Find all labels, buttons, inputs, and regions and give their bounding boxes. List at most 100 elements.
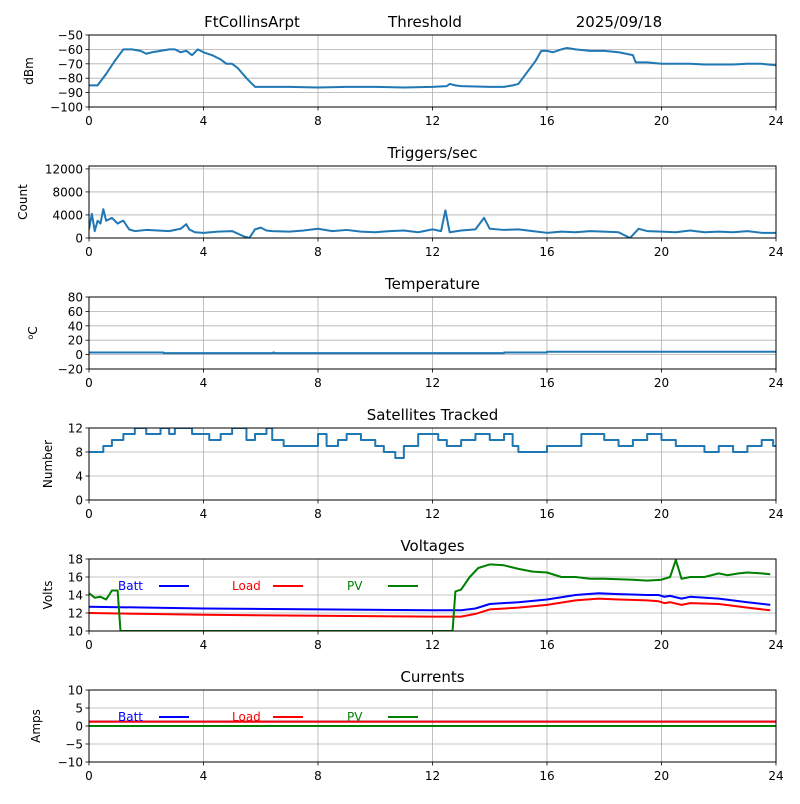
y-tick-label: 20 (68, 334, 83, 348)
y-tick-label: −20 (58, 363, 83, 377)
x-tick-label: 12 (425, 245, 440, 259)
y-tick-label: 4 (75, 470, 83, 484)
legend-label-load: Load (232, 710, 261, 724)
x-tick-label: 0 (85, 769, 93, 783)
chart-title: Temperature (384, 275, 480, 293)
y-tick-label: 16 (68, 571, 83, 585)
y-axis-label: Volts (41, 581, 55, 610)
x-tick-label: 4 (200, 507, 208, 521)
x-tick-label: 16 (539, 638, 554, 652)
header-date: 2025/09/18 (576, 13, 662, 31)
y-axis-label: dBm (22, 57, 36, 85)
axes-frame (88, 165, 777, 239)
y-tick-label: −10 (58, 756, 83, 770)
x-tick-label: 16 (539, 114, 554, 128)
y-tick-label: 12 (68, 422, 83, 436)
x-tick-label: 16 (539, 507, 554, 521)
chart-title: Voltages (400, 537, 464, 555)
series-line-threshold (89, 46, 776, 89)
legend-label-pv: PV (347, 710, 363, 724)
axes-frame (88, 427, 777, 501)
y-tick-label: 12 (68, 607, 83, 621)
legend-label-batt: Batt (118, 579, 143, 593)
x-tick-label: 24 (768, 638, 783, 652)
y-tick-label: 60 (68, 305, 83, 319)
axes-frame (88, 558, 777, 632)
y-tick-label: −90 (58, 86, 83, 100)
y-tick-label: −50 (58, 29, 83, 43)
x-tick-label: 0 (85, 376, 93, 390)
x-tick-label: 4 (200, 114, 208, 128)
x-tick-label: 4 (200, 245, 208, 259)
y-tick-label: −60 (58, 43, 83, 57)
x-tick-label: 0 (85, 245, 93, 259)
x-tick-label: 16 (539, 376, 554, 390)
y-tick-label: 0 (75, 348, 83, 362)
y-axis-label: oC (26, 326, 40, 339)
series-line-pv (89, 559, 771, 631)
legend-label-batt: Batt (118, 710, 143, 724)
chart-title: Triggers/sec (387, 144, 478, 162)
chart-panel-1: 0 4 8 12 16 20 24 −100−90−80−70−60−50 dBm (22, 29, 784, 129)
y-tick-label: 4000 (52, 208, 83, 222)
x-tick-label: 8 (314, 114, 322, 128)
y-tick-label: −70 (58, 57, 83, 71)
y-tick-label: 8000 (52, 185, 83, 199)
chart-title: Currents (400, 668, 464, 686)
y-axis-label: Number (41, 440, 55, 488)
x-tick-label: 24 (768, 245, 783, 259)
x-tick-label: 4 (200, 376, 208, 390)
x-tick-label: 24 (768, 769, 783, 783)
y-tick-label: 14 (68, 589, 83, 603)
series-line-satellites (89, 428, 776, 459)
x-tick-label: 20 (654, 245, 669, 259)
y-tick-label: 18 (68, 553, 83, 567)
x-tick-label: 0 (85, 507, 93, 521)
x-tick-label: 20 (654, 114, 669, 128)
y-tick-label: 10 (68, 625, 83, 639)
x-tick-label: 12 (425, 769, 440, 783)
y-tick-label: 0 (75, 494, 83, 508)
y-tick-label: 0 (75, 232, 83, 246)
x-tick-label: 24 (768, 376, 783, 390)
y-axis-label: Count (16, 184, 30, 220)
y-tick-label: 8 (75, 446, 83, 460)
chart-panel-6: 0 4 8 12 16 20 24 −10 −5 0 5 10 Currents Amps Batt Load… (29, 668, 784, 783)
y-tick-label: −5 (65, 738, 83, 752)
axes-frame (88, 34, 777, 108)
chart-panel-5: 0 4 8 12 16 20 24 10 12 14 16 18 Voltages Volts Batt Lo… (41, 537, 784, 652)
y-tick-label: 5 (75, 702, 83, 716)
x-tick-label: 16 (539, 245, 554, 259)
y-tick-label: −80 (58, 72, 83, 86)
y-axis-label: Amps (29, 709, 43, 743)
x-tick-label: 0 (85, 638, 93, 652)
y-tick-label: −100 (50, 101, 83, 115)
series-line-temperature (89, 350, 776, 355)
x-tick-label: 20 (654, 376, 669, 390)
x-tick-label: 8 (314, 376, 322, 390)
x-tick-label: 24 (768, 507, 783, 521)
x-tick-label: 8 (314, 507, 322, 521)
series-line-triggers (89, 208, 776, 238)
x-tick-label: 20 (654, 769, 669, 783)
y-tick-label: 10 (68, 684, 83, 698)
x-tick-label: 4 (200, 769, 208, 783)
x-tick-label: 8 (314, 245, 322, 259)
series-line-batt (89, 592, 771, 612)
header-station: FtCollinsArpt (204, 13, 300, 31)
x-tick-label: 12 (425, 114, 440, 128)
series-line-load (89, 597, 771, 618)
axes-frame (88, 689, 777, 763)
x-tick-label: 16 (539, 769, 554, 783)
x-tick-label: 20 (654, 507, 669, 521)
y-tick-label: 40 (68, 319, 83, 333)
x-tick-label: 4 (200, 638, 208, 652)
legend-label-pv: PV (347, 579, 363, 593)
x-tick-label: 12 (425, 638, 440, 652)
chart-panel-4: 0 4 8 12 16 20 24 0 4 8 12 Satellites Tracked Number (41, 406, 784, 521)
axes-frame (88, 296, 777, 370)
x-tick-label: 8 (314, 769, 322, 783)
legend-label-load: Load (232, 579, 261, 593)
